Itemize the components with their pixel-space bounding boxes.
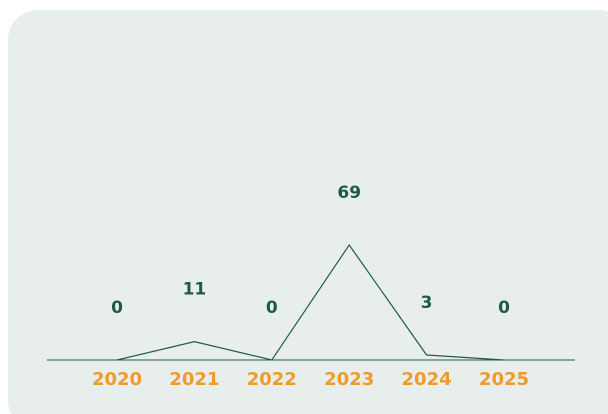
x-tick-label: 2022 (247, 369, 297, 390)
data-label: 0 (266, 298, 278, 318)
data-label: 69 (337, 183, 361, 203)
x-tick-label: 2020 (92, 369, 142, 390)
data-label: 11 (183, 280, 207, 300)
line (116, 243, 505, 361)
data-label: 3 (421, 293, 433, 313)
x-tick-label: 2023 (324, 369, 374, 390)
x-tick-label: 2024 (402, 369, 452, 390)
data-label: 0 (498, 298, 510, 318)
x-tick-label: 2025 (479, 369, 529, 390)
x-tick-label: 2021 (169, 369, 219, 390)
data-label: 0 (111, 298, 123, 318)
card (8, 10, 608, 414)
